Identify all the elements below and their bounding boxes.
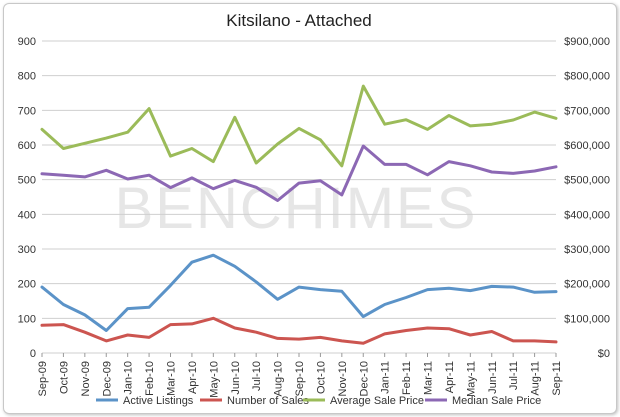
x-tick-label: Oct-09 xyxy=(58,361,70,394)
y-left-tick-label: 600 xyxy=(18,140,36,152)
x-tick-label: Feb-10 xyxy=(144,361,156,396)
y-right-tick-label: $100,000 xyxy=(564,313,610,325)
y-right-tick-label: $200,000 xyxy=(564,279,610,291)
x-tick-label: Feb-11 xyxy=(401,361,413,395)
chart-title: Kitsilano - Attached xyxy=(226,11,372,30)
y-right-tick-label: $900,000 xyxy=(564,36,610,48)
legend-label-active-listings: Active Listings xyxy=(123,395,194,407)
y-left-tick-label: 200 xyxy=(18,279,36,291)
y-left-tick-label: 400 xyxy=(18,209,36,221)
x-tick-label: Dec-10 xyxy=(358,361,370,396)
y-right-tick-label: $600,000 xyxy=(564,140,610,152)
x-tick-label: Mar-10 xyxy=(166,361,178,396)
y-right-tick-label: $300,000 xyxy=(564,244,610,256)
series-line-average-sale-price xyxy=(40,84,558,168)
x-tick-label: Aug-11 xyxy=(530,361,542,396)
legend-label-average-sale-price: Average Sale Price xyxy=(330,395,424,407)
x-tick-label: Mar-11 xyxy=(423,361,435,395)
x-tick-label: May-10 xyxy=(208,361,220,398)
x-tick-label: Apr-10 xyxy=(187,361,199,394)
y-left-tick-label: 0 xyxy=(30,348,36,360)
x-tick-label: Jan-10 xyxy=(123,361,135,395)
x-tick-label: Dec-09 xyxy=(101,361,113,396)
y-left-tick-label: 800 xyxy=(18,71,36,83)
chart-frame xyxy=(3,3,617,414)
y-right-tick-label: $500,000 xyxy=(564,175,610,187)
x-tick-label: Sep-11 xyxy=(551,361,563,396)
y-right-tick-label: $400,000 xyxy=(564,209,610,221)
x-tick-label: Nov-10 xyxy=(337,361,349,396)
y-right-tick-label: $0 xyxy=(598,348,610,360)
x-tick-label: Oct-10 xyxy=(315,361,327,394)
x-tick-label: Aug-10 xyxy=(273,361,285,396)
x-tick-label: Sep-09 xyxy=(37,361,49,396)
x-tick-label: Jan-11 xyxy=(380,361,392,394)
legend-label-number-of-sales: Number of Sales xyxy=(227,395,309,407)
y-right-tick-label: $800,000 xyxy=(564,71,610,83)
y-left-tick-label: 900 xyxy=(18,36,36,48)
series-line-median-sale-price xyxy=(40,144,558,202)
x-tick-label: Jul-10 xyxy=(251,361,263,391)
y-left-tick-label: 100 xyxy=(18,313,36,325)
x-tick-label: Jun-10 xyxy=(230,361,242,395)
y-left-tick-label: 700 xyxy=(18,105,36,117)
y-left-tick-label: 300 xyxy=(18,244,36,256)
legend-label-median-sale-price: Median Sale Price xyxy=(452,395,541,407)
x-tick-label: Sep-10 xyxy=(294,361,306,396)
x-tick-label: Jul-11 xyxy=(508,361,520,390)
x-tick-label: Apr-11 xyxy=(444,361,456,393)
series-line-active-listings xyxy=(40,253,558,332)
x-tick-label: Nov-09 xyxy=(80,361,92,396)
y-right-tick-label: $700,000 xyxy=(564,105,610,117)
x-tick-label: Jun-11 xyxy=(487,361,499,394)
series-line-number-of-sales xyxy=(40,316,558,345)
x-tick-label: May-11 xyxy=(465,361,477,397)
y-left-tick-label: 500 xyxy=(18,175,36,187)
